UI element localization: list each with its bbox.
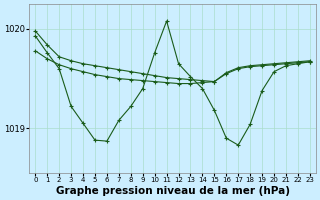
X-axis label: Graphe pression niveau de la mer (hPa): Graphe pression niveau de la mer (hPa) [56, 186, 290, 196]
